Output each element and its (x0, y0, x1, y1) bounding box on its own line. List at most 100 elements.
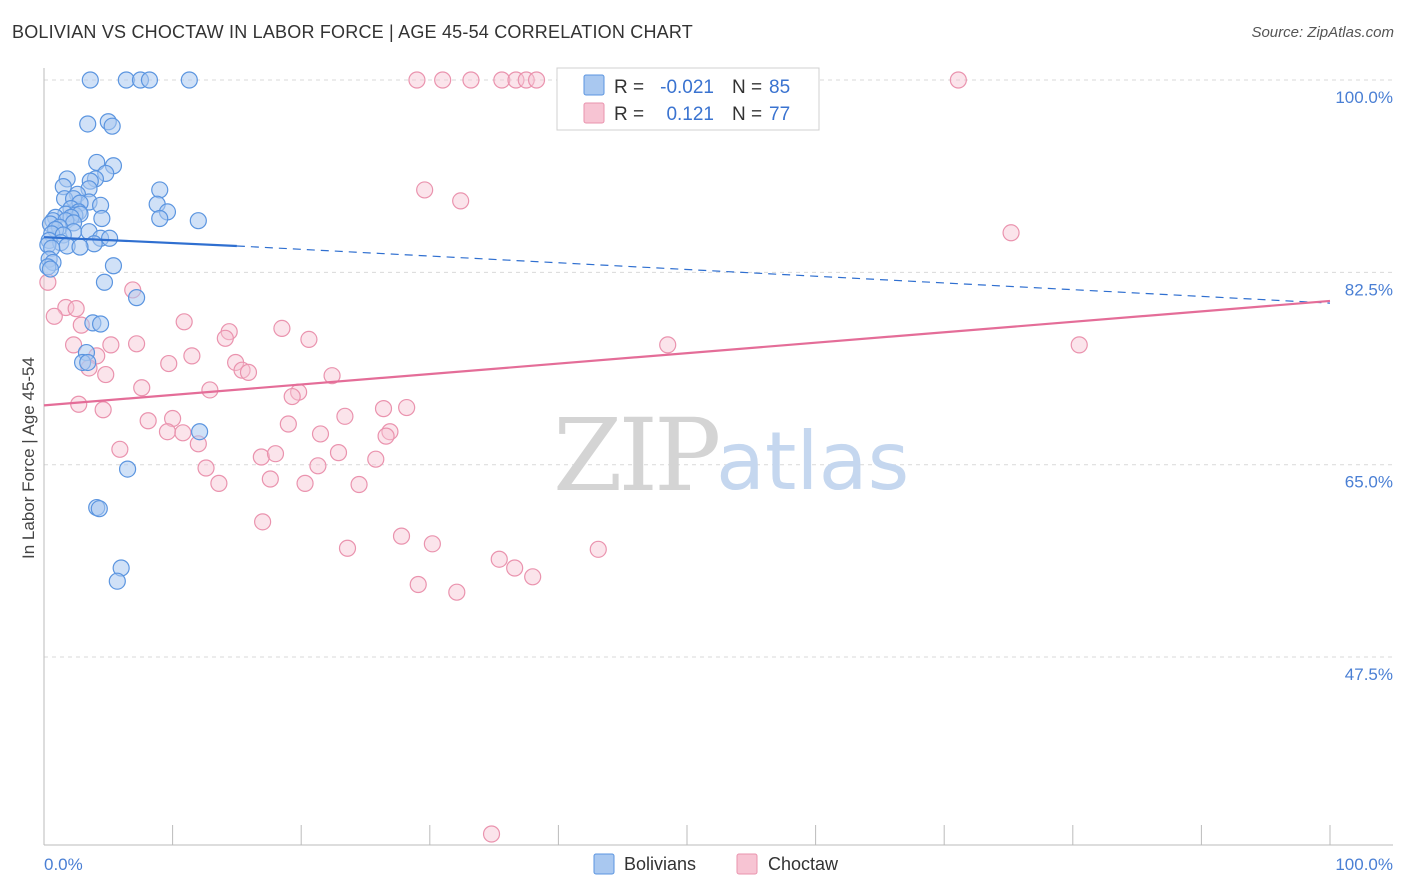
choctaw-point-17 (175, 313, 193, 331)
bottom-legend-label-choctaw: Choctaw (768, 854, 839, 874)
choctaw-point-16 (45, 307, 63, 325)
bolivians-point-58 (41, 260, 60, 278)
y-tick-label-3: 47.5% (1345, 665, 1393, 684)
choctaw-point-63 (210, 474, 228, 492)
bottom-legend-label-bolivians: Bolivians (624, 854, 696, 874)
bolivians-point-32 (93, 209, 111, 228)
series-bolivians (39, 71, 209, 590)
choctaw-point-46 (164, 409, 182, 428)
y-tick-label-0: 100.0% (1335, 88, 1393, 107)
choctaw-point-3 (493, 71, 511, 89)
choctaw-point-32 (233, 361, 251, 379)
choctaw-point-71 (490, 550, 508, 568)
choctaw-point-2 (462, 71, 480, 89)
choctaw-point-44 (94, 401, 112, 419)
choctaw-point-56 (329, 444, 348, 462)
bolivians-point-66 (191, 423, 209, 441)
y-tick-labels: 100.0% 82.5% 65.0% 47.5% (1335, 88, 1393, 684)
bolivians-point-67 (118, 460, 137, 478)
choctaw-point-25 (659, 336, 677, 354)
bolivians-point-57 (104, 257, 123, 275)
choctaw-point-22 (300, 330, 318, 348)
choctaw-point-68 (423, 535, 441, 553)
choctaw-point-1 (434, 71, 452, 89)
watermark-atlas: atlas (716, 415, 909, 508)
bolivians-point-0 (81, 71, 99, 89)
choctaw-point-9 (416, 181, 434, 199)
legend-r-label-choctaw: R = (614, 104, 644, 125)
bolivians-point-16 (151, 181, 169, 199)
bolivians-point-46 (100, 229, 119, 247)
series-choctaw (39, 71, 1088, 843)
x-tick-label-max: 100.0% (1335, 855, 1393, 874)
choctaw-point-73 (524, 568, 542, 586)
legend-n-label-choctaw: N = (732, 104, 762, 125)
choctaw-point-76 (482, 825, 501, 843)
choctaw-point-57 (252, 448, 270, 466)
chart-title: BOLIVIAN VS CHOCTAW IN LABOR FORCE | AGE… (12, 22, 693, 42)
watermark: ZIP atlas (553, 397, 909, 514)
choctaw-point-41 (70, 395, 88, 413)
choctaw-point-10 (452, 192, 470, 210)
choctaw-point-53 (377, 427, 395, 445)
bottom-legend-swatch-bolivians (593, 853, 615, 875)
x-tick-label-min: 0.0% (44, 855, 83, 874)
bolivians-point-3 (140, 71, 159, 89)
choctaw-point-6 (527, 71, 546, 89)
choctaw-point-27 (64, 336, 83, 354)
legend-r-value-choctaw: 0.121 (666, 104, 714, 125)
choctaw-point-48 (279, 415, 297, 433)
choctaw-point-36 (323, 367, 341, 385)
bolivians-trend-line-extrapolated (236, 245, 1331, 304)
choctaw-point-35 (97, 365, 115, 384)
choctaw-point-15 (67, 300, 85, 318)
choctaw-point-74 (409, 575, 427, 594)
choctaw-point-49 (158, 423, 177, 441)
bolivians-point-71 (108, 572, 126, 590)
legend-swatch-choctaw (583, 102, 605, 124)
axes (43, 68, 1393, 846)
bottom-legend: Bolivians Choctaw (593, 853, 839, 875)
bolivians-point-65 (79, 353, 97, 372)
choctaw-point-19 (273, 319, 291, 338)
bolivians-point-52 (71, 238, 89, 256)
choctaw-point-31 (160, 354, 178, 373)
choctaw-point-52 (311, 425, 330, 443)
choctaw-point-64 (296, 474, 314, 492)
choctaw-point-23 (102, 336, 120, 354)
choctaw-point-67 (392, 527, 411, 545)
choctaw-point-66 (254, 513, 272, 531)
choctaw-point-69 (338, 539, 357, 557)
choctaw-point-62 (261, 470, 279, 488)
bolivians-point-33 (151, 209, 169, 228)
bolivians-point-59 (95, 273, 114, 291)
choctaw-point-34 (239, 363, 258, 381)
choctaw-point-21 (216, 329, 234, 347)
y-tick-label-2: 65.0% (1345, 473, 1393, 492)
legend-n-label-bolivians: N = (732, 77, 762, 98)
choctaw-point-59 (367, 450, 385, 468)
trend-lines (43, 236, 1331, 407)
choctaw-point-24 (127, 335, 146, 353)
choctaw-point-43 (374, 400, 393, 418)
choctaw-point-70 (589, 540, 607, 558)
choctaw-trend-line (43, 299, 1331, 407)
choctaw-point-75 (448, 583, 466, 601)
bolivians-point-60 (127, 289, 146, 307)
bottom-legend-swatch-choctaw (736, 853, 758, 875)
y-axis-label: In Labor Force | Age 45-54 (19, 357, 38, 559)
choctaw-point-61 (309, 457, 327, 475)
bolivians-trend-line (43, 236, 237, 248)
choctaw-point-0 (408, 71, 426, 89)
choctaw-point-51 (174, 424, 192, 442)
choctaw-point-40 (283, 387, 301, 406)
bolivians-point-7 (103, 117, 121, 135)
legend-n-value-choctaw: 77 (769, 104, 790, 125)
choctaw-point-65 (350, 475, 368, 494)
bolivians-point-4 (180, 71, 198, 89)
bolivians-point-5 (79, 115, 97, 133)
choctaw-point-55 (111, 440, 129, 458)
choctaw-point-8 (949, 71, 967, 89)
legend-swatch-bolivians (583, 74, 605, 96)
bolivians-point-69 (90, 500, 108, 518)
